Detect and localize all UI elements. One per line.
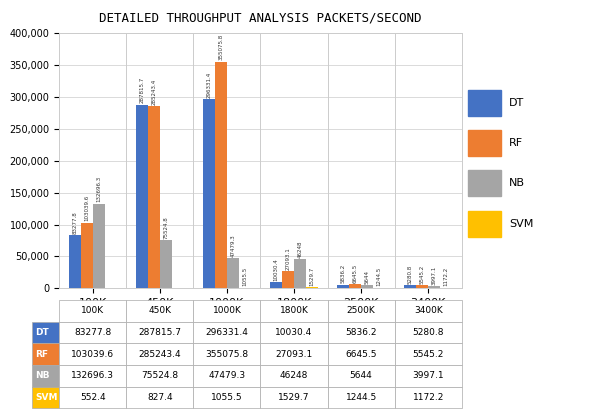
Bar bbox=[404, 285, 416, 288]
Bar bbox=[468, 171, 501, 197]
Text: 5545.2: 5545.2 bbox=[420, 265, 424, 283]
Text: NB: NB bbox=[509, 178, 525, 188]
Bar bbox=[349, 284, 361, 288]
Text: 3997.1: 3997.1 bbox=[432, 265, 437, 285]
Bar bbox=[270, 282, 282, 288]
Text: 296331.4: 296331.4 bbox=[207, 72, 211, 98]
Bar bbox=[93, 204, 105, 288]
Text: 1172.2: 1172.2 bbox=[444, 267, 449, 286]
Text: 132696.3: 132696.3 bbox=[96, 176, 101, 202]
Bar bbox=[160, 240, 172, 288]
Bar bbox=[337, 285, 349, 288]
Bar bbox=[215, 62, 227, 288]
Bar bbox=[69, 235, 81, 288]
Text: 355075.8: 355075.8 bbox=[218, 34, 223, 61]
Text: RF: RF bbox=[509, 138, 523, 148]
Bar bbox=[361, 285, 373, 288]
Text: 27093.1: 27093.1 bbox=[285, 247, 291, 270]
Bar bbox=[282, 271, 294, 288]
Bar bbox=[468, 211, 501, 236]
Text: 5836.2: 5836.2 bbox=[340, 264, 346, 283]
Text: DT: DT bbox=[509, 98, 525, 108]
Bar bbox=[203, 99, 215, 288]
Text: 1529.7: 1529.7 bbox=[310, 267, 314, 286]
Bar bbox=[136, 105, 148, 288]
Bar bbox=[428, 286, 440, 288]
Text: 5644: 5644 bbox=[365, 269, 369, 283]
Text: 285243.4: 285243.4 bbox=[152, 79, 156, 105]
Text: 1055.5: 1055.5 bbox=[243, 267, 247, 286]
Text: 287815.7: 287815.7 bbox=[139, 77, 144, 103]
Text: 10030.4: 10030.4 bbox=[274, 258, 278, 281]
Text: SVM: SVM bbox=[509, 219, 533, 229]
Text: 103039.6: 103039.6 bbox=[84, 195, 89, 221]
Text: 6645.5: 6645.5 bbox=[353, 264, 358, 283]
Text: 83277.8: 83277.8 bbox=[72, 211, 77, 234]
Bar bbox=[468, 130, 501, 156]
Bar bbox=[81, 222, 93, 288]
Text: 47479.3: 47479.3 bbox=[230, 234, 236, 257]
Bar bbox=[416, 285, 428, 288]
Bar bbox=[227, 258, 239, 288]
Text: 46248: 46248 bbox=[298, 240, 303, 258]
Text: 75524.8: 75524.8 bbox=[163, 216, 168, 239]
Text: 5280.8: 5280.8 bbox=[408, 265, 413, 284]
Bar bbox=[468, 89, 501, 115]
Bar bbox=[294, 259, 306, 288]
Title: DETAILED THROUGHPUT ANALYSIS PACKETS/SECOND: DETAILED THROUGHPUT ANALYSIS PACKETS/SEC… bbox=[99, 12, 422, 25]
Text: 1244.5: 1244.5 bbox=[377, 267, 382, 286]
Bar bbox=[148, 106, 160, 288]
